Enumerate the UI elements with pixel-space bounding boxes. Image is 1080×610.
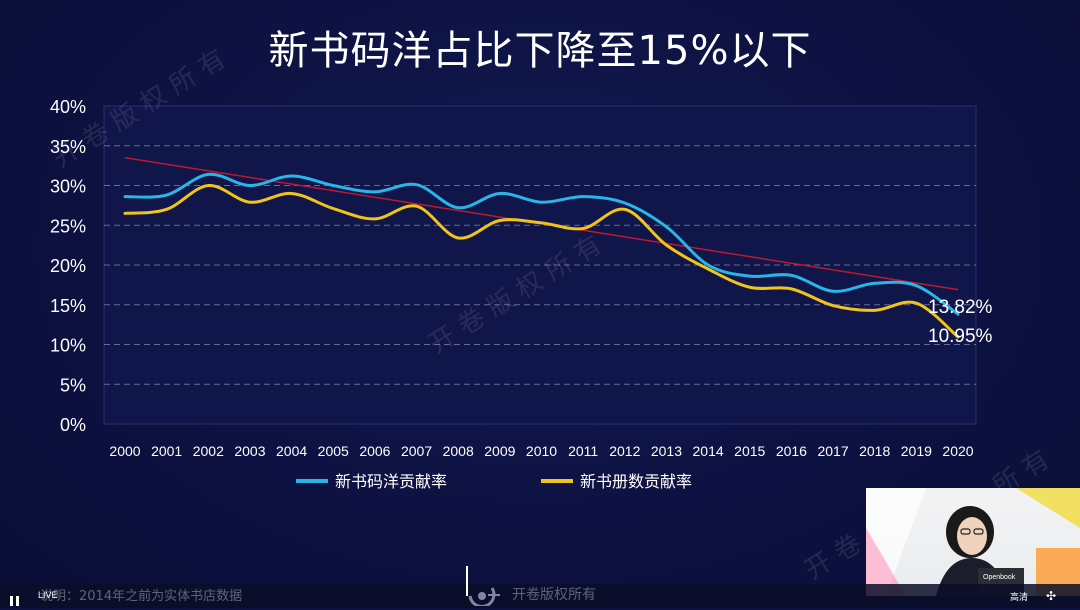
x-tick-label: 2007 [401,443,432,459]
series-layer [123,172,960,339]
end-label: 10.95% [928,326,993,347]
presenter-image: Openbook [866,488,1080,596]
y-tick-label: 25% [50,216,86,236]
y-tick-label: 15% [50,296,86,316]
x-tick-label: 2009 [484,443,515,459]
page-title: 新书码洋占比下降至15%以下 [268,28,812,74]
x-tick-label: 2015 [734,443,765,459]
x-tick-label: 2008 [443,443,474,459]
footer-brand: 开卷版权所有 [512,587,596,603]
x-tick-label: 2013 [651,443,682,459]
y-tick-label: 0% [60,415,86,435]
y-tick-label: 5% [60,375,86,395]
watermark-text-d: 开 卷 [800,529,867,586]
player-control-bar [0,584,1080,608]
x-tick-label: 2018 [859,443,890,459]
quality-button[interactable]: 高清 [1010,593,1029,603]
y-tick-label: 20% [50,256,86,276]
live-indicator: LIVE [38,590,58,600]
y-tick-label: 30% [50,177,86,197]
x-tick-label: 2001 [151,443,182,459]
legend-label: 新书册数贡献率 [580,472,692,491]
x-tick-label: 2002 [193,443,224,459]
end-labels: 13.82% 10.95% [928,297,993,347]
pause-icon [10,596,13,606]
y-tick-label: 35% [50,137,86,157]
x-tick-label: 2005 [318,443,349,459]
x-tick-label: 2019 [901,443,932,459]
x-tick-label: 2010 [526,443,557,459]
x-tick-label: 2006 [359,443,390,459]
laptop-label: Openbook [983,574,1016,581]
fullscreen-icon[interactable]: ✣ [1046,589,1057,603]
x-tick-label: 2014 [693,443,724,459]
x-tick-label: 2020 [942,443,973,459]
legend: 新书码洋贡献率 新书册数贡献率 [296,472,692,491]
x-tick-label: 2000 [109,443,140,459]
presenter-video[interactable]: Openbook [866,488,1080,596]
x-axis-ticks: 2000 2001 2002 2003 2004 2005 2006 2007 2008 2009… [109,443,973,459]
y-tick-label: 10% [50,336,86,356]
legend-label: 新书码洋贡献率 [335,472,447,491]
x-tick-label: 2003 [234,443,265,459]
y-tick-label: 40% [50,97,86,117]
x-tick-label: 2012 [609,443,640,459]
series-line-1 [123,172,960,316]
brand-logo-icon [466,566,500,606]
pause-button[interactable] [10,591,22,606]
end-label: 13.82% [928,297,993,318]
series-line-2 [123,183,960,339]
y-axis-ticks: 0% 5% 10% 15% 20% 25% 30% 35% 40% [50,97,86,435]
x-tick-label: 2011 [568,443,598,459]
x-tick-label: 2004 [276,443,307,459]
footnote: 说明：2014年之前为实体书店数据 [40,589,243,604]
x-tick-label: 2016 [776,443,807,459]
x-tick-label: 2017 [817,443,848,459]
